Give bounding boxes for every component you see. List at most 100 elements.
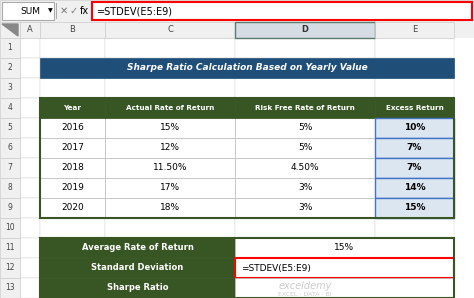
Text: D: D [301, 26, 309, 35]
Bar [235, 198, 375, 218]
Text: E: E [412, 26, 417, 35]
Text: 15%: 15% [404, 204, 425, 212]
Bar [105, 138, 235, 158]
Bar [375, 22, 454, 38]
Bar [0, 22, 20, 38]
Bar [0, 22, 474, 38]
Text: 11.50%: 11.50% [153, 164, 187, 173]
Text: Year: Year [64, 105, 82, 111]
Bar [235, 278, 375, 298]
Text: Sharpe Ratio: Sharpe Ratio [107, 283, 168, 293]
Bar [40, 218, 105, 238]
Bar [375, 198, 454, 218]
Bar [2, 2, 54, 20]
Text: 5%: 5% [298, 123, 312, 133]
Text: 9: 9 [8, 204, 12, 212]
Bar [105, 98, 235, 118]
Bar [105, 118, 235, 138]
Bar [92, 2, 472, 20]
Bar [40, 178, 105, 198]
Text: 10%: 10% [404, 123, 425, 133]
Bar [40, 278, 235, 298]
Bar [375, 198, 454, 218]
Bar [375, 178, 454, 198]
Bar [235, 38, 375, 58]
Text: 6: 6 [8, 144, 12, 153]
Bar [375, 218, 454, 238]
Text: 14%: 14% [404, 184, 425, 193]
Bar [40, 58, 454, 78]
Bar [105, 98, 235, 118]
Bar [40, 278, 105, 298]
Text: fx: fx [80, 6, 89, 16]
Bar [235, 22, 375, 38]
Bar [105, 38, 235, 58]
Bar [20, 218, 40, 238]
Bar [235, 178, 375, 198]
Text: Sharpe Ratio Calculation Based on Yearly Value: Sharpe Ratio Calculation Based on Yearly… [127, 63, 367, 72]
Bar [375, 278, 454, 298]
Text: 2018: 2018 [61, 164, 84, 173]
Bar [20, 258, 40, 278]
Bar [105, 158, 235, 178]
Bar [235, 258, 375, 278]
Text: C: C [167, 26, 173, 35]
Text: A: A [27, 26, 33, 35]
Text: 8: 8 [8, 184, 12, 193]
Bar [0, 118, 20, 138]
Bar [375, 138, 454, 158]
Bar [0, 258, 20, 278]
Bar [105, 238, 235, 258]
Bar [0, 198, 20, 218]
Bar [235, 118, 375, 138]
Bar [40, 158, 105, 178]
Text: 2020: 2020 [61, 204, 84, 212]
Text: 3%: 3% [298, 204, 312, 212]
Bar [375, 58, 454, 78]
Bar [56, 3, 57, 19]
Text: 2017: 2017 [61, 144, 84, 153]
Bar [105, 178, 235, 198]
Bar [105, 258, 235, 278]
Bar [20, 278, 40, 298]
Bar [235, 98, 375, 118]
Text: 10: 10 [5, 224, 15, 232]
Bar [40, 98, 105, 118]
Text: 4.50%: 4.50% [291, 164, 319, 173]
Bar [40, 118, 105, 138]
Text: ✓: ✓ [70, 6, 78, 16]
Bar [40, 98, 105, 118]
Bar [105, 78, 235, 98]
Bar [105, 178, 235, 198]
Bar [105, 278, 235, 298]
Bar [375, 138, 454, 158]
Text: 5: 5 [8, 123, 12, 133]
Bar [0, 278, 20, 298]
Text: 3%: 3% [298, 184, 312, 193]
Bar [40, 258, 105, 278]
Bar [105, 138, 235, 158]
Bar [20, 198, 40, 218]
Bar [235, 278, 454, 298]
Bar [20, 238, 40, 258]
Text: ✕: ✕ [60, 6, 68, 16]
Bar [235, 58, 375, 78]
Text: EXCEL · DATA · BI: EXCEL · DATA · BI [278, 291, 332, 297]
Bar [235, 138, 375, 158]
Bar [0, 238, 20, 258]
Bar [40, 238, 235, 258]
Text: 18%: 18% [160, 204, 180, 212]
Bar [40, 58, 105, 78]
Bar [105, 22, 235, 38]
Polygon shape [2, 24, 18, 36]
Text: 1: 1 [8, 44, 12, 52]
Bar [0, 98, 20, 118]
Text: 2: 2 [8, 63, 12, 72]
Bar [0, 218, 20, 238]
Bar [105, 198, 235, 218]
Text: Average Rate of Return: Average Rate of Return [82, 243, 193, 252]
Bar [235, 78, 375, 98]
Bar [105, 218, 235, 238]
Bar [375, 158, 454, 178]
Bar [40, 238, 454, 298]
